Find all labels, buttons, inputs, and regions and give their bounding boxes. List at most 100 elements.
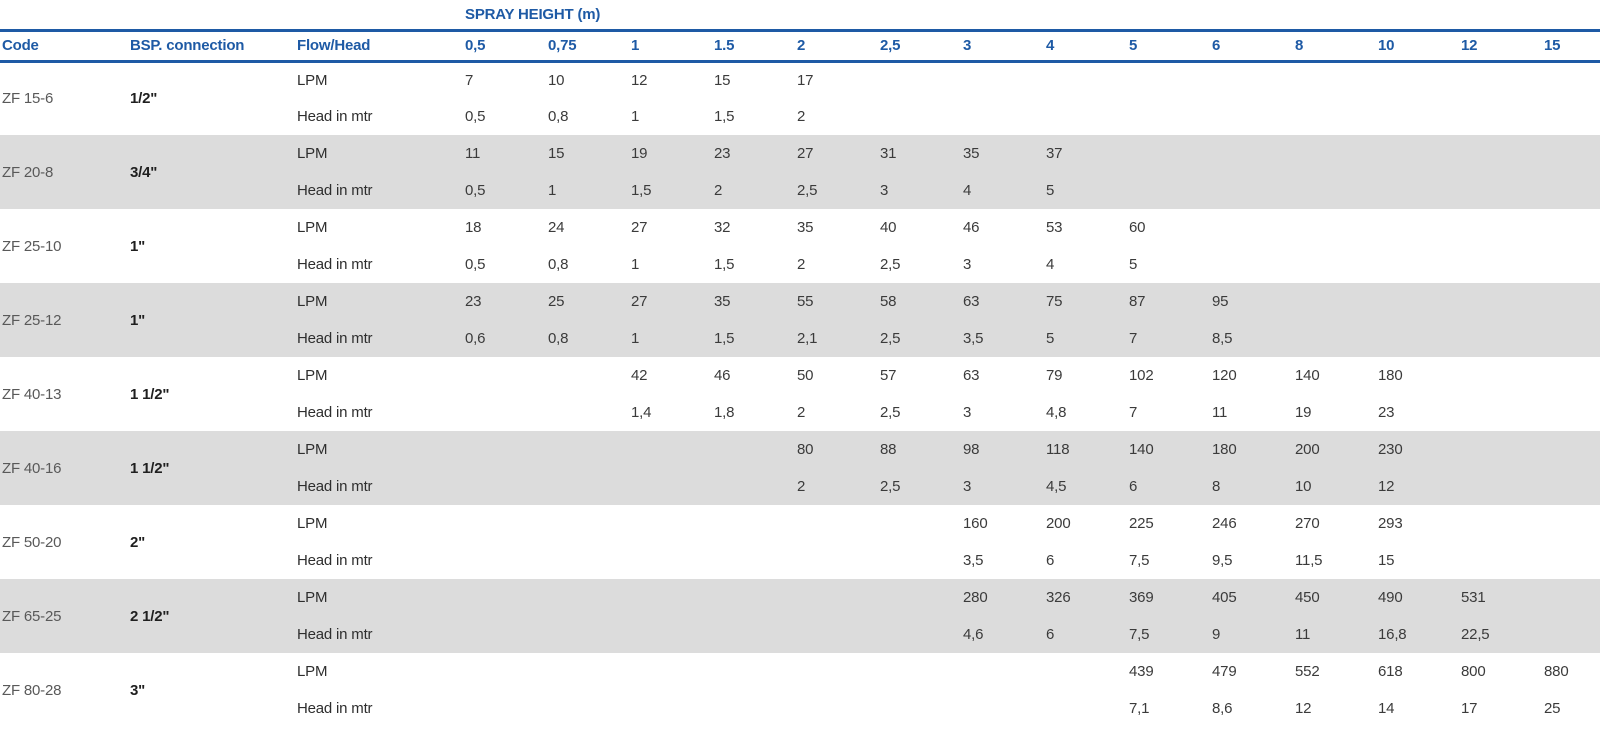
lpm-value-cell (712, 653, 795, 690)
lpm-value-cell (1044, 653, 1127, 690)
lpm-value-cell (463, 431, 547, 468)
head-value-cell: 2,5 (880, 256, 901, 273)
table-row-zf-50-20-lpm: ZF 50-20 2" LPM 160 200 225 246 270 293 (0, 505, 1600, 551)
row-label-head-in-mtr: Head in mtr (297, 256, 373, 273)
table-header: SPRAY HEIGHT (m) Code BSP. connection Fl… (0, 0, 1600, 63)
lpm-value-cell: 800 (1461, 663, 1486, 680)
lpm-value-cell: 490 (1376, 579, 1460, 616)
table-row-zf-65-25-lpm: ZF 65-25 2 1/2" LPM 280 326 369 405 450 490 531 (0, 579, 1600, 653)
lpm-value-cell: 230 (1376, 431, 1460, 468)
lpm-value-cell: 200 (1293, 431, 1377, 468)
head-value-cell (1376, 98, 1459, 135)
head-value-cell: 2 (797, 404, 806, 421)
lpm-value-cell: 87 (1127, 283, 1211, 320)
head-value-cell (712, 542, 795, 579)
lpm-value-cell: 32 (714, 219, 731, 236)
table-row-zf-15-6-head: Head in mtr 0,5 0,8 1 1,5 2 (0, 98, 1600, 135)
lpm-value-cell (1293, 209, 1376, 246)
head-value-cell (546, 542, 629, 579)
lpm-value-cell (546, 579, 630, 616)
lpm-value-cell: 293 (1378, 515, 1403, 532)
col-header-height-8: 5 (1127, 30, 1211, 63)
head-value-cell: 10 (1293, 468, 1377, 505)
head-value-cell: 8 (1210, 468, 1294, 505)
head-value-cell (1376, 320, 1460, 357)
lpm-value-cell: 35 (961, 135, 1045, 172)
lpm-value-cell (1459, 209, 1542, 246)
table-row-zf-40-16-lpm: ZF 40-16 1 1/2" LPM 80 88 98 118 140 180 200 230 (0, 431, 1600, 505)
lpm-value-cell: 46 (963, 219, 980, 236)
head-value-cell: 9,5 (1212, 552, 1233, 569)
lpm-value-cell: 180 (1210, 431, 1294, 468)
lpm-value-cell (1542, 505, 1600, 542)
head-value-cell: 0,8 (548, 108, 569, 125)
head-value-cell: 2 (712, 172, 796, 209)
head-value-cell (1542, 246, 1600, 283)
bsp-connection-value: 1 1/2" (128, 431, 295, 505)
product-code: ZF 20-8 (0, 135, 128, 209)
lpm-value-cell: 37 (1044, 135, 1128, 172)
product-code: ZF 80-28 (2, 681, 62, 699)
row-label-head-in-mtr: Head in mtr (297, 700, 373, 717)
head-value-cell: 2 (797, 108, 806, 125)
head-value-cell: 2,5 (878, 320, 962, 357)
head-value-cell (1293, 246, 1376, 283)
head-value-cell: 25 (1544, 700, 1561, 717)
lpm-value-cell (546, 653, 629, 690)
lpm-value-cell (1542, 431, 1600, 468)
lpm-value-cell: 18 (465, 219, 482, 236)
col-header-height-9: 6 (1210, 30, 1294, 63)
lpm-value-cell: 479 (1212, 663, 1237, 680)
col-header-height-2: 1 (629, 30, 713, 63)
head-value-cell: 2,5 (880, 404, 901, 421)
head-value-cell: 7 (1129, 404, 1138, 421)
lpm-value-cell (546, 431, 630, 468)
row-label-head-in-mtr: Head in mtr (295, 172, 464, 209)
head-value-cell: 1,4 (631, 404, 652, 421)
lpm-value-cell: 95 (1210, 283, 1294, 320)
head-value-cell (1542, 98, 1600, 135)
table-row-zf-25-12-head: Head in mtr 0,6 0,8 1 1,5 2,1 2,5 3,5 5 7 8,5 (0, 320, 1600, 357)
lpm-value-cell: 98 (961, 431, 1045, 468)
lpm-value-cell: 46 (714, 367, 731, 384)
head-value-cell: 2,5 (878, 468, 962, 505)
bsp-connection-value: 2" (130, 533, 146, 551)
table-row-zf-25-10-head: Head in mtr 0,5 0,8 1 1,5 2 2,5 3 4 5 (0, 246, 1600, 283)
lpm-value-cell: 270 (1295, 515, 1320, 532)
lpm-value-cell (712, 431, 796, 468)
head-value-cell: 7,5 (1127, 616, 1211, 653)
head-value-cell (1542, 320, 1600, 357)
lpm-value-cell (1542, 61, 1600, 98)
lpm-value-cell: 31 (878, 135, 962, 172)
head-value-cell: 3 (878, 172, 962, 209)
col-header-height-7: 4 (1044, 30, 1128, 63)
head-value-cell: 3 (963, 256, 972, 273)
head-value-cell: 1,5 (629, 172, 713, 209)
head-value-cell: 0,5 (465, 108, 486, 125)
head-value-cell: 11,5 (1295, 552, 1323, 569)
head-value-cell: 4 (1046, 256, 1055, 273)
lpm-value-cell: 140 (1295, 367, 1320, 384)
lpm-value-cell: 63 (963, 367, 980, 384)
head-value-cell: 9 (1210, 616, 1294, 653)
col-header-height-13: 15 (1542, 30, 1600, 63)
lpm-value-cell (961, 653, 1044, 690)
lpm-value-cell (1459, 505, 1542, 542)
lpm-value-cell: 17 (797, 71, 814, 89)
lpm-value-cell (1376, 135, 1460, 172)
lpm-value-cell: 369 (1127, 579, 1211, 616)
lpm-value-cell: 27 (629, 283, 713, 320)
head-value-cell (1044, 690, 1127, 727)
head-value-cell: 0,5 (463, 172, 547, 209)
product-code: ZF 40-16 (0, 431, 128, 505)
lpm-value-cell (1293, 135, 1377, 172)
head-value-cell (1293, 98, 1376, 135)
head-value-cell (1542, 468, 1600, 505)
head-value-cell (878, 98, 961, 135)
head-value-cell (463, 616, 547, 653)
lpm-value-cell: 25 (546, 283, 630, 320)
lpm-value-cell: 23 (463, 283, 547, 320)
head-value-cell: 5 (1129, 256, 1138, 273)
head-value-cell: 14 (1378, 700, 1395, 717)
lpm-value-cell (712, 505, 795, 542)
